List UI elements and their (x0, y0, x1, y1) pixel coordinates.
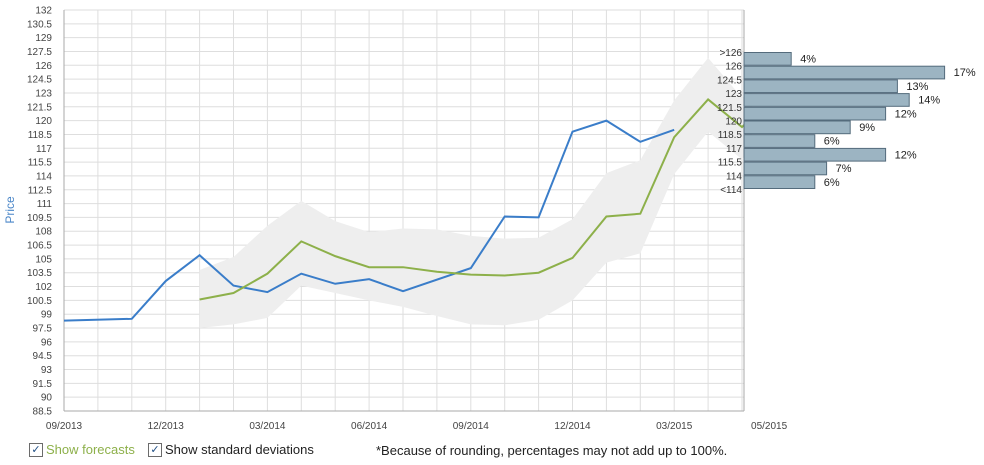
y-tick-label: 114 (36, 171, 52, 182)
y-tick-label: 96 (41, 337, 53, 348)
dist-bar (743, 79, 898, 94)
dist-bar-label: 13% (906, 81, 928, 93)
y-tick-label: 121.5 (27, 102, 52, 113)
forecast-line (199, 98, 753, 301)
std-band-area (199, 57, 753, 329)
y-axis-ticks: 132 130.5 129 127.5 126 124.5 123 121.5 120 118.5… (27, 6, 52, 418)
y-tick-label: 118.5 (28, 130, 53, 141)
y-tick-label: 99 (41, 310, 53, 321)
x-tick-label: 03/2014 (249, 421, 286, 432)
y-tick-label: 115.5 (28, 158, 53, 169)
x-tick-label: 09/2013 (46, 421, 83, 432)
dist-bar (743, 175, 816, 190)
x-tick-label: 03/2015 (656, 421, 693, 432)
dist-bin-label: 124.5 (717, 75, 742, 86)
y-tick-label: 88.5 (33, 407, 53, 418)
y-tick-label: 130.5 (27, 19, 52, 30)
y-tick-label: 124.5 (27, 75, 52, 86)
y-tick-label: 93 (41, 365, 53, 376)
show-forecasts-checkbox[interactable]: ✓ (29, 442, 43, 457)
show-std-checkbox[interactable]: ✓ (148, 442, 162, 457)
dist-bar (743, 161, 828, 176)
series-lines (63, 98, 753, 322)
dist-bar-label: 9% (859, 122, 875, 134)
dist-bar-label: 14% (918, 95, 940, 107)
y-tick-label: 111 (37, 199, 53, 210)
x-tick-label: 05/2015 (751, 421, 788, 432)
y-tick-label: 97.5 (33, 324, 53, 335)
y-tick-label: 102 (35, 282, 52, 293)
y-tick-label: 100.5 (27, 296, 52, 307)
y-tick-label: 94.5 (33, 351, 53, 362)
dist-bin-label: 123 (725, 89, 742, 100)
show-forecasts-label[interactable]: Show forecasts (46, 442, 135, 457)
dist-bar (743, 147, 887, 162)
dist-bar (743, 120, 851, 135)
x-axis-ticks: 09/2013 12/2013 03/2014 06/2014 09/2014 12/20… (46, 421, 788, 432)
x-tick-label: 12/2013 (148, 421, 185, 432)
y-tick-label: 132 (35, 6, 52, 17)
y-tick-label: 127.5 (27, 47, 52, 58)
y-tick-label: 109.5 (27, 213, 52, 224)
show-std-control[interactable]: ✓ Show standard deviations (148, 442, 314, 457)
dist-bin-label: 120 (725, 117, 742, 128)
y-tick-label: 103.5 (27, 268, 52, 279)
dist-bar (743, 106, 887, 121)
dist-bar (743, 93, 910, 107)
y-tick-label: 106.5 (27, 241, 52, 252)
y-tick-label: 108 (35, 227, 52, 238)
y-tick-label: 120 (35, 116, 52, 127)
dist-bar-label: 6% (824, 136, 840, 148)
x-tick-label: 09/2014 (453, 421, 490, 432)
distribution-bars: >126 126 124.5 123 121.5 120 118.5 117 115.5 114 <… (717, 48, 976, 196)
y-tick-label: 90 (41, 393, 53, 404)
x-tick-label: 12/2014 (554, 421, 591, 432)
show-forecasts-control[interactable]: ✓ Show forecasts (29, 442, 135, 457)
price-chart: 132 130.5 129 127.5 126 124.5 123 121.5 120 118.5… (3, 6, 976, 433)
y-tick-label: 112.5 (28, 185, 53, 196)
dist-bin-label: 115.5 (718, 158, 743, 169)
dist-bar-label: 4% (800, 54, 816, 66)
dist-bin-label: >126 (719, 48, 742, 59)
dist-bin-label: 117 (726, 144, 742, 155)
y-axis-label: Price (3, 196, 17, 224)
x-tick-label: 06/2014 (351, 421, 388, 432)
y-tick-label: 91.5 (33, 379, 53, 390)
dist-bin-label: 114 (726, 171, 742, 182)
dist-bin-label: <114 (720, 185, 742, 196)
rounding-note: *Because of rounding, percentages may no… (376, 443, 728, 458)
dist-bar-label: 17% (954, 67, 976, 79)
dist-bar-label: 12% (895, 108, 917, 120)
y-tick-label: 126 (35, 61, 52, 72)
dist-bar (743, 52, 792, 66)
dist-bar-label: 12% (895, 149, 917, 161)
std-band (199, 57, 753, 329)
y-tick-label: 129 (35, 33, 52, 44)
y-tick-label: 117 (36, 144, 52, 155)
dist-bar-label: 6% (824, 177, 840, 189)
dist-bar (743, 65, 946, 80)
dist-bar (743, 134, 816, 148)
y-tick-label: 105 (35, 254, 52, 265)
y-tick-label: 123 (35, 88, 52, 99)
dist-bin-label: 126 (725, 62, 742, 73)
show-std-label[interactable]: Show standard deviations (165, 442, 314, 457)
dist-bin-label: 121.5 (717, 103, 742, 114)
dist-bin-label: 118.5 (718, 130, 743, 141)
dist-bar-label: 7% (836, 163, 852, 175)
actual-price-line (63, 119, 675, 322)
